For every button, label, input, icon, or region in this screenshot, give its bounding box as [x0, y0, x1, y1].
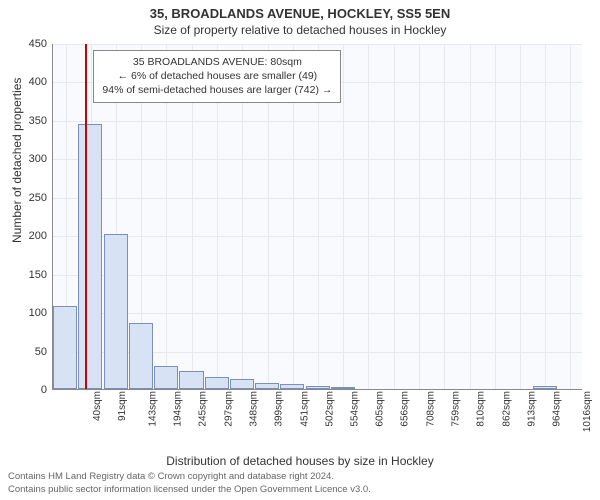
xtick-label: 399sqm: [274, 391, 285, 427]
bar: [205, 377, 229, 389]
reference-line: [85, 44, 87, 389]
xtick-label: 964sqm: [551, 391, 562, 427]
ytick-label: 300: [29, 153, 47, 165]
x-axis-label: Distribution of detached houses by size …: [0, 454, 600, 468]
xtick-label: 1016sqm: [582, 391, 593, 432]
bar: [154, 366, 178, 389]
attribution: Contains HM Land Registry data © Crown c…: [8, 471, 592, 496]
gridline-v: [470, 44, 471, 389]
attribution-line-2: Contains public sector information licen…: [8, 484, 592, 496]
gridline-v: [419, 44, 420, 389]
callout-box: 35 BROADLANDS AVENUE: 80sqm ← 6% of deta…: [93, 50, 341, 103]
xtick-label: 91sqm: [117, 391, 128, 421]
xtick-label: 194sqm: [173, 391, 184, 427]
bar: [53, 306, 77, 389]
xtick-label: 605sqm: [375, 391, 386, 427]
plot-area: 05010015020025030035040045040sqm91sqm143…: [52, 44, 582, 390]
xtick-label: 656sqm: [400, 391, 411, 427]
xtick-label: 708sqm: [425, 391, 436, 427]
bar: [331, 387, 355, 389]
gridline-v: [520, 44, 521, 389]
page-subtitle: Size of property relative to detached ho…: [0, 23, 600, 37]
gridline-v: [343, 44, 344, 389]
xtick-label: 297sqm: [224, 391, 235, 427]
ytick-label: 250: [29, 192, 47, 204]
xtick-label: 554sqm: [350, 391, 361, 427]
xtick-label: 245sqm: [198, 391, 209, 427]
callout-line-3: 94% of semi-detached houses are larger (…: [102, 83, 332, 97]
xtick-label: 502sqm: [324, 391, 335, 427]
ytick-label: 450: [29, 38, 47, 50]
bar: [255, 383, 279, 389]
gridline-v: [394, 44, 395, 389]
bar: [280, 384, 304, 389]
xtick-label: 348sqm: [249, 391, 260, 427]
bar: [78, 124, 102, 389]
callout-line-2: ← 6% of detached houses are smaller (49): [102, 69, 332, 83]
callout-line-1: 35 BROADLANDS AVENUE: 80sqm: [102, 55, 332, 69]
bar: [230, 379, 254, 389]
gridline-v: [495, 44, 496, 389]
xtick-label: 913sqm: [526, 391, 537, 427]
gridline-v: [368, 44, 369, 389]
ytick-label: 50: [35, 346, 47, 358]
bar: [179, 371, 203, 389]
xtick-label: 143sqm: [148, 391, 159, 427]
ytick-label: 0: [41, 384, 47, 396]
bar: [129, 323, 153, 389]
ytick-label: 200: [29, 230, 47, 242]
chart-container: 05010015020025030035040045040sqm91sqm143…: [52, 44, 582, 424]
gridline-v: [570, 44, 571, 389]
xtick-label: 40sqm: [92, 391, 103, 421]
bar: [533, 386, 557, 389]
xtick-label: 862sqm: [501, 391, 512, 427]
xtick-label: 759sqm: [451, 391, 462, 427]
xtick-label: 810sqm: [476, 391, 487, 427]
ytick-label: 150: [29, 269, 47, 281]
gridline-v: [444, 44, 445, 389]
bar: [306, 386, 330, 389]
page-title: 35, BROADLANDS AVENUE, HOCKLEY, SS5 5EN: [0, 6, 600, 21]
bar: [104, 234, 128, 389]
y-axis-label: Number of detached properties: [10, 78, 24, 243]
attribution-line-1: Contains HM Land Registry data © Crown c…: [8, 471, 592, 483]
ytick-label: 400: [29, 76, 47, 88]
ytick-label: 350: [29, 115, 47, 127]
ytick-label: 100: [29, 307, 47, 319]
xtick-label: 451sqm: [299, 391, 310, 427]
gridline-v: [545, 44, 546, 389]
